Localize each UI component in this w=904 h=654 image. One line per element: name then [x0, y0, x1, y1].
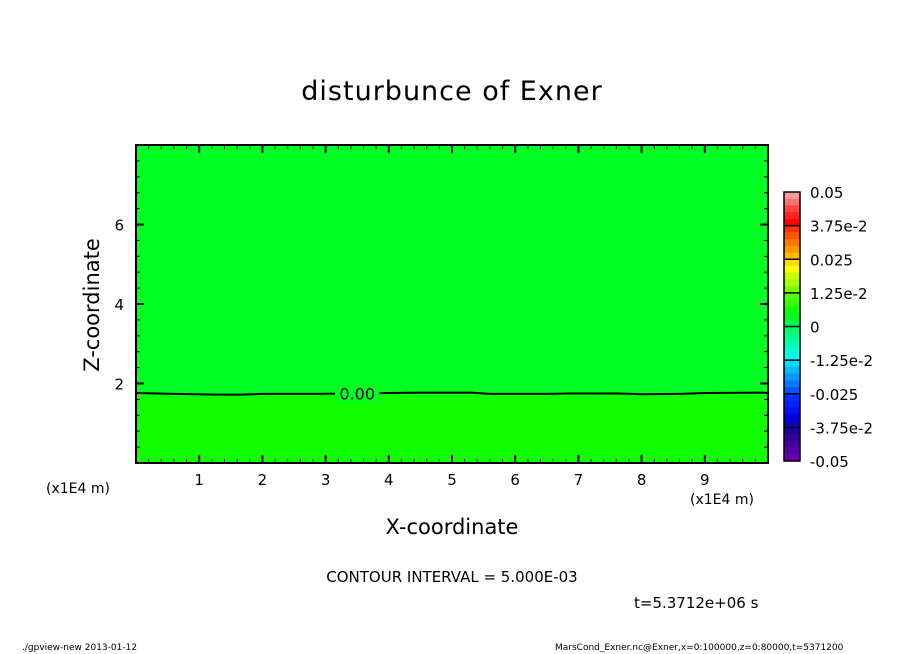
colorbar-cell	[784, 440, 800, 449]
colorbar-cell	[784, 387, 800, 395]
colorbar-cell	[784, 212, 800, 220]
x-tick-label: 6	[510, 471, 520, 489]
colorbar-cell	[784, 413, 800, 422]
colorbar-tick-label: 3.75e-2	[810, 218, 868, 236]
colorbar-cell	[784, 192, 800, 200]
colorbar-cell	[784, 286, 800, 294]
colorbar-cell	[784, 353, 800, 361]
contour-label: 0.00	[339, 384, 375, 403]
colorbar-cell	[784, 427, 800, 435]
contour-label-bg	[335, 384, 380, 403]
colorbar-cell	[784, 239, 800, 247]
x-axis-label: X-coordinate	[385, 515, 519, 539]
region-positive	[136, 145, 768, 395]
colorbar-tick-label: -0.05	[810, 453, 849, 471]
y-tick-label: 6	[114, 217, 124, 235]
colorbar-cell	[784, 366, 800, 375]
colorbar-cell	[784, 205, 800, 213]
colorbar-tick-label: 0	[810, 319, 820, 337]
x-tick-label: 7	[574, 471, 584, 489]
colorbar-cell	[784, 265, 800, 274]
colorbar-cell	[784, 420, 800, 428]
colorbar-cell	[784, 346, 800, 354]
colorbar-cell	[784, 454, 800, 462]
region-negative	[136, 392, 768, 463]
footer-left: ./gpview-new 2013-01-12	[22, 643, 138, 653]
colorbar-cell	[784, 245, 800, 254]
colorbar-tick-label: -0.025	[810, 386, 858, 404]
colorbar-cell	[784, 218, 800, 227]
colorbar-cell	[784, 259, 800, 267]
colorbar-cell	[784, 313, 800, 321]
colorbar-cell	[784, 400, 800, 408]
time-label: t=5.3712e+06 s	[634, 594, 759, 612]
colorbar-tick-label: 0.025	[810, 251, 853, 269]
colorbar-tick-label: -3.75e-2	[810, 419, 873, 437]
y-tick-label: 4	[114, 296, 124, 314]
footer-right: MarsCond_Exner.nc@Exner,x=0:100000,z=0:8…	[555, 643, 844, 653]
chart-title: disturbunce of Exner	[301, 76, 603, 107]
contour-line	[135, 391, 769, 396]
colorbar-cell	[784, 360, 800, 368]
colorbar-frame	[783, 191, 801, 462]
x-tick-label: 3	[321, 471, 331, 489]
colorbar-cell	[784, 306, 800, 314]
colorbar-cell	[784, 447, 800, 455]
colorbar-cell	[784, 232, 800, 240]
colorbar-cell	[784, 339, 800, 348]
colorbar-cell	[784, 319, 800, 327]
x-tick-label: 2	[258, 471, 268, 489]
colorbar-cell	[784, 393, 800, 401]
colorbar-tick-label: 1.25e-2	[810, 285, 868, 303]
x-tick-label: 9	[700, 471, 710, 489]
x-tick-label: 1	[194, 471, 204, 489]
y-tick-label: 2	[114, 376, 124, 394]
colorbar-cell	[784, 252, 800, 260]
colorbar-cell	[784, 434, 800, 442]
colorbar-cell	[784, 292, 800, 301]
colorbar-cell	[784, 373, 800, 381]
colorbar-cell	[784, 299, 800, 307]
x-unit-left: (x1E4 m)	[46, 481, 110, 497]
x-tick-label: 5	[447, 471, 457, 489]
x-unit-right: (x1E4 m)	[690, 492, 754, 508]
colorbar-cell	[784, 407, 800, 415]
x-tick-label: 8	[637, 471, 647, 489]
x-tick-label: 4	[384, 471, 394, 489]
contour-interval: CONTOUR INTERVAL = 5.000E-03	[326, 568, 578, 586]
colorbar-tick-label: 0.05	[810, 184, 843, 202]
colorbar-cell	[784, 326, 800, 334]
colorbar-cell	[784, 279, 800, 287]
colorbar-cell	[784, 333, 800, 341]
colorbar-cell	[784, 225, 800, 233]
colorbar-cell	[784, 272, 800, 280]
colorbar-tick-label: -1.25e-2	[810, 352, 873, 370]
colorbar-cell	[784, 380, 800, 388]
y-axis-label: Z-coordinate	[80, 238, 104, 372]
colorbar-cell	[784, 198, 800, 206]
